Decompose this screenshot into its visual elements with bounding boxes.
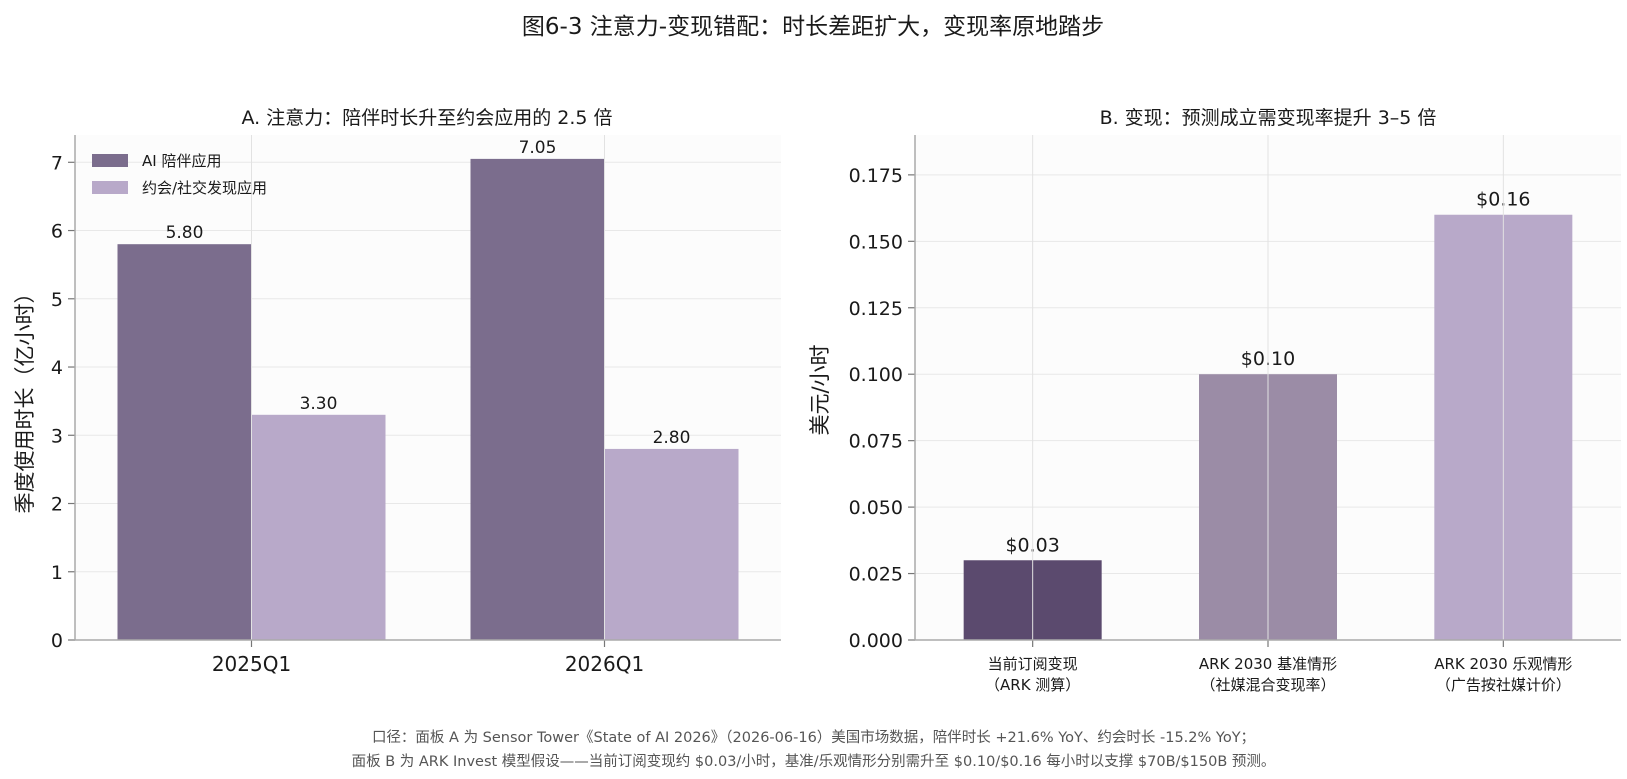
panel-b-y-tick-label: 0.075 [849, 431, 903, 453]
panel-a-y-tick-label: 2 [51, 494, 63, 516]
legend-label-dating-apps: 约会/社交发现应用 [142, 179, 267, 197]
panel-a-bar [117, 244, 252, 640]
panel-a-y-tick-label: 4 [51, 357, 63, 379]
panel-a-bar [470, 158, 605, 640]
panel-a-bar-value-label: 5.80 [166, 223, 204, 243]
panel-b-y-tick-label: 0.050 [849, 497, 903, 519]
panel-a-x-tick-label: 2025Q1 [212, 652, 291, 676]
legend-swatch-ai-companion [92, 154, 128, 167]
panel-a-y-tick-label: 5 [51, 289, 63, 311]
panel-a-bar-value-label: 7.05 [519, 138, 557, 158]
panel-b-x-tick-label: （ARK 测算） [985, 676, 1080, 694]
panel-b-x-tick-label: ARK 2030 基准情形 [1199, 655, 1337, 673]
panel-b-x-tick-label: （广告按社媒计价） [1436, 676, 1571, 694]
panel-a-bar-value-label: 2.80 [653, 428, 691, 448]
panel-a-bar-value-label: 3.30 [300, 394, 338, 414]
panel-b-x-tick-label: （社媒混合变现率） [1200, 676, 1335, 694]
panel-b-y-tick-label: 0.025 [849, 564, 903, 586]
panel-a-y-tick-label: 7 [51, 152, 63, 174]
panel-b-x-tick-label: ARK 2030 乐观情形 [1434, 655, 1572, 673]
panel-b-x-tick-label: 当前订阅变现 [988, 655, 1078, 673]
panel-a-y-tick-label: 0 [51, 630, 63, 652]
panel-a-y-tick-label: 1 [51, 562, 63, 584]
panel-a-y-tick-label: 6 [51, 221, 63, 243]
footnote-line-2: 面板 B 为 ARK Invest 模型假设——当前订阅变现约 $0.03/小时… [351, 754, 1276, 770]
panel-b-y-tick-label: 0.125 [849, 298, 903, 320]
panel-b-chart: B. 变现：预测成立需变现率提升 3–5 倍 美元/小时 $0.03$0.10$… [808, 107, 1621, 694]
panel-a-chart: A. 注意力：陪伴时长升至约会应用的 2.5 倍 季度使用时长（亿小时） 5.8… [13, 107, 781, 676]
panel-b-y-tick-label: 0.150 [849, 231, 903, 253]
panel-a-bar [604, 448, 739, 640]
panel-a-title: A. 注意力：陪伴时长升至约会应用的 2.5 倍 [241, 107, 612, 129]
panel-b-y-tick-label: 0.175 [849, 165, 903, 187]
panel-a-x-tick-label: 2026Q1 [565, 652, 644, 676]
legend-swatch-dating-apps [92, 181, 128, 194]
panel-b-y-tick-label: 0.100 [849, 364, 903, 386]
legend-label-ai-companion: AI 陪伴应用 [142, 152, 221, 170]
panel-a-bar [251, 414, 386, 640]
panel-b-title: B. 变现：预测成立需变现率提升 3–5 倍 [1100, 107, 1437, 129]
panel-a-legend: AI 陪伴应用 约会/社交发现应用 [92, 152, 267, 197]
panel-a-y-tick-label: 3 [51, 425, 63, 447]
panel-b-y-axis-label: 美元/小时 [808, 344, 832, 435]
footnote-line-1: 口径：面板 A 为 Sensor Tower《State of AI 2026》… [371, 730, 1256, 746]
panel-a-y-axis-label: 季度使用时长（亿小时） [13, 283, 37, 514]
panel-b-y-tick-label: 0.000 [849, 630, 903, 652]
figure-title: 图6-3 注意力-变现错配：时长差距扩大，变现率原地踏步 [522, 14, 1104, 40]
